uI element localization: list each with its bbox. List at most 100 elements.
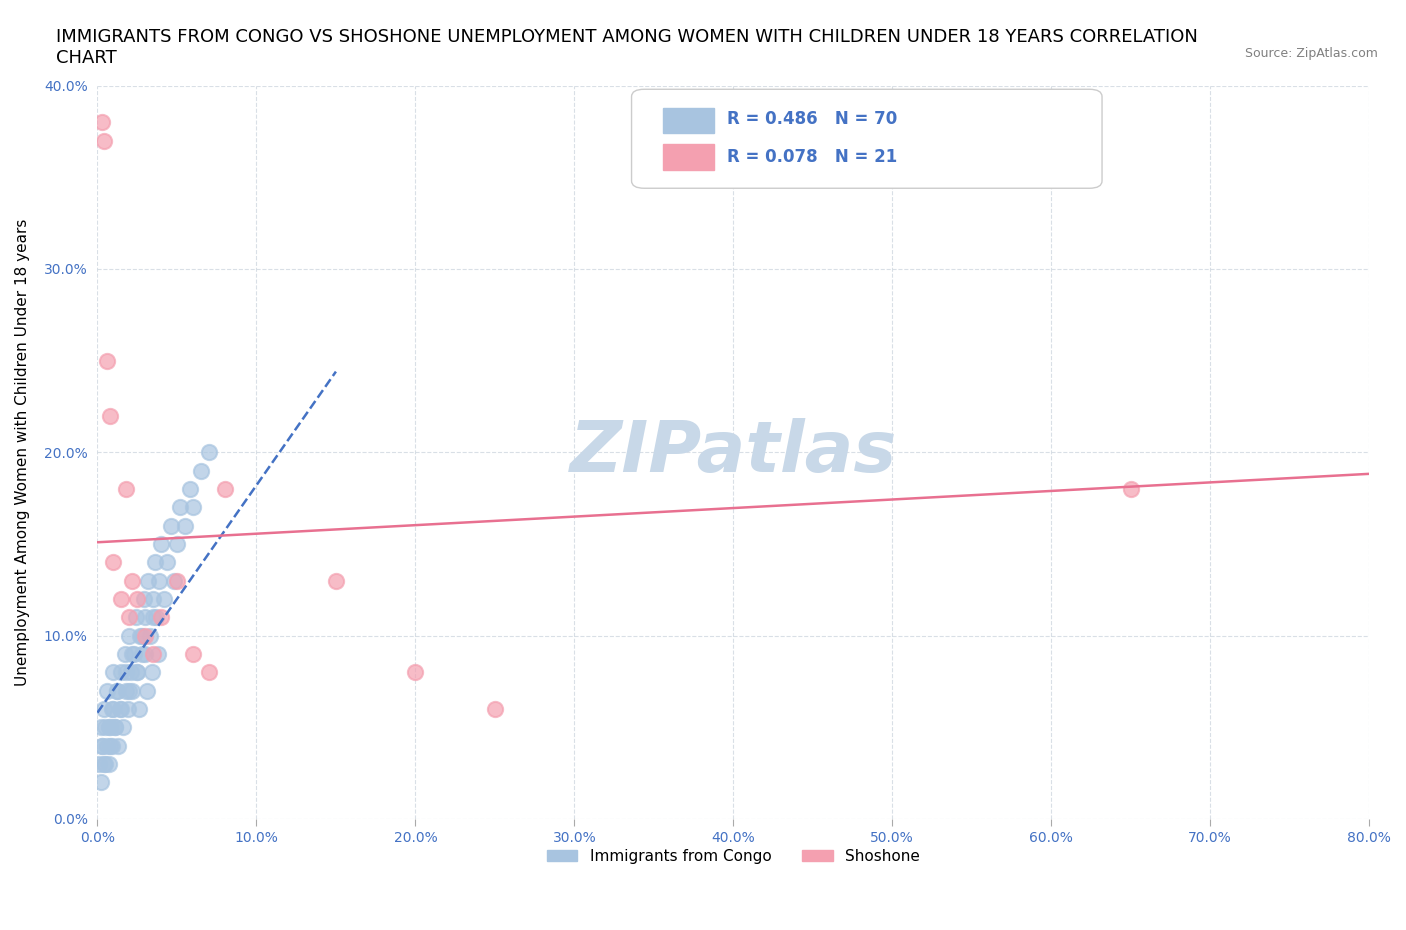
Text: R = 0.078   N = 21: R = 0.078 N = 21 xyxy=(727,148,897,166)
Point xyxy=(121,684,143,698)
Point xyxy=(96,684,118,698)
Point xyxy=(142,646,165,661)
Point xyxy=(484,701,506,716)
Point xyxy=(132,591,155,606)
Point xyxy=(105,684,128,698)
Bar xyxy=(664,108,714,133)
Bar xyxy=(664,144,714,170)
Point xyxy=(142,591,165,606)
Point xyxy=(94,756,117,771)
Point xyxy=(98,408,121,423)
Point xyxy=(127,665,149,680)
Point xyxy=(169,499,191,514)
Point xyxy=(118,684,141,698)
Point xyxy=(181,499,204,514)
Point xyxy=(96,353,118,368)
Point xyxy=(97,756,120,771)
Point xyxy=(134,628,156,643)
Point xyxy=(174,518,197,533)
Point xyxy=(197,445,219,459)
Point xyxy=(121,646,143,661)
Text: R = 0.486   N = 70: R = 0.486 N = 70 xyxy=(727,110,897,127)
Point xyxy=(98,720,121,735)
Point xyxy=(104,720,127,735)
FancyBboxPatch shape xyxy=(631,89,1102,188)
Point xyxy=(101,738,124,753)
Point xyxy=(105,684,128,698)
Point xyxy=(163,573,186,588)
Point xyxy=(104,720,127,735)
Point xyxy=(117,701,139,716)
Point xyxy=(141,665,163,680)
Point xyxy=(110,665,132,680)
Point xyxy=(91,738,114,753)
Y-axis label: Unemployment Among Women with Children Under 18 years: Unemployment Among Women with Children U… xyxy=(15,219,30,686)
Point xyxy=(181,646,204,661)
Point xyxy=(148,573,170,588)
Point xyxy=(1119,482,1142,497)
Point xyxy=(96,738,118,753)
Point xyxy=(404,665,426,680)
Point xyxy=(120,665,142,680)
Point xyxy=(93,133,115,148)
Point xyxy=(143,555,166,570)
Point xyxy=(90,775,112,790)
Point xyxy=(166,537,188,551)
Point xyxy=(90,720,112,735)
Point xyxy=(145,610,167,625)
Point xyxy=(91,114,114,129)
Point xyxy=(94,720,117,735)
Point xyxy=(115,684,138,698)
Point xyxy=(153,591,176,606)
Point xyxy=(118,628,141,643)
Text: Source: ZipAtlas.com: Source: ZipAtlas.com xyxy=(1244,46,1378,60)
Legend: Immigrants from Congo, Shoshone: Immigrants from Congo, Shoshone xyxy=(541,843,925,870)
Point xyxy=(93,756,115,771)
Point xyxy=(146,646,169,661)
Point xyxy=(127,665,149,680)
Point xyxy=(127,591,149,606)
Point xyxy=(131,646,153,661)
Point xyxy=(114,646,136,661)
Point xyxy=(129,628,152,643)
Point xyxy=(197,665,219,680)
Point xyxy=(142,610,165,625)
Point xyxy=(134,610,156,625)
Point xyxy=(122,646,145,661)
Point xyxy=(91,738,114,753)
Point xyxy=(121,573,143,588)
Point xyxy=(190,463,212,478)
Point xyxy=(87,756,110,771)
Point xyxy=(93,701,115,716)
Point xyxy=(325,573,347,588)
Text: ZIPatlas: ZIPatlas xyxy=(569,418,897,486)
Point xyxy=(111,720,134,735)
Point xyxy=(110,701,132,716)
Point xyxy=(150,610,173,625)
Point xyxy=(107,738,129,753)
Point xyxy=(103,665,125,680)
Point xyxy=(179,482,201,497)
Point xyxy=(110,591,132,606)
Point xyxy=(139,628,162,643)
Point xyxy=(150,537,173,551)
Point xyxy=(101,701,124,716)
Point xyxy=(98,738,121,753)
Point xyxy=(108,701,131,716)
Point xyxy=(138,573,160,588)
Point xyxy=(115,482,138,497)
Point xyxy=(159,518,181,533)
Point xyxy=(115,665,138,680)
Point xyxy=(134,646,156,661)
Text: IMMIGRANTS FROM CONGO VS SHOSHONE UNEMPLOYMENT AMONG WOMEN WITH CHILDREN UNDER 1: IMMIGRANTS FROM CONGO VS SHOSHONE UNEMPL… xyxy=(56,28,1198,67)
Point xyxy=(156,555,179,570)
Point xyxy=(214,482,236,497)
Point xyxy=(103,701,125,716)
Point xyxy=(103,555,125,570)
Point xyxy=(124,610,146,625)
Point xyxy=(166,573,188,588)
Point xyxy=(131,628,153,643)
Point xyxy=(135,684,157,698)
Point xyxy=(128,701,150,716)
Point xyxy=(118,610,141,625)
